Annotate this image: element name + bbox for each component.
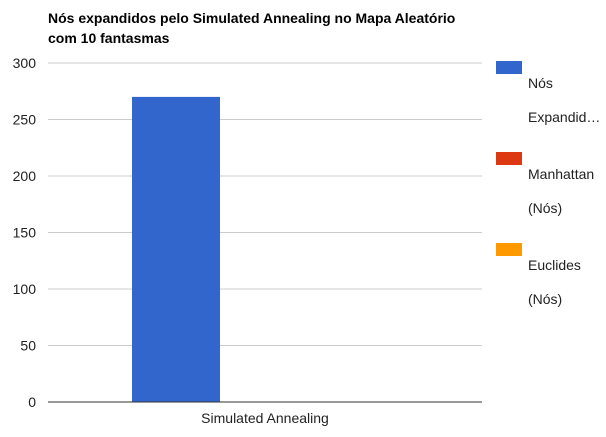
bar-0-0[interactable] [132, 96, 220, 403]
y-tick-label-250: 250 [13, 112, 37, 128]
y-tick-label-100: 100 [13, 281, 37, 297]
legend-swatch-nos-expandidos [496, 61, 522, 74]
y-tick-label-200: 200 [13, 168, 37, 184]
legend-label-nos-expandidos-line-2: Expandid… [528, 109, 601, 125]
legend-item-euclides[interactable]: Euclides (Nós) [496, 240, 604, 325]
legend: Nós Expandid… Manhattan (Nós) Euclides (… [496, 58, 604, 331]
x-tick-label-0: Simulated Annealing [201, 410, 329, 426]
y-tick-label-50: 50 [20, 338, 36, 354]
legend-item-manhattan[interactable]: Manhattan (Nós) [496, 149, 604, 234]
legend-label-nos-expandidos-line-1: Nós [528, 75, 553, 91]
y-tick-label-150: 150 [13, 225, 37, 241]
chart-title-line-1: Nós expandidos pelo Simulated Annealing … [48, 10, 456, 26]
legend-label-manhattan-line-1: Manhattan [528, 166, 595, 182]
legend-label-euclides-line-2: (Nós) [528, 291, 563, 307]
legend-label-euclides-line-1: Euclides [528, 257, 581, 273]
chart-title-line-2: com 10 fantasmas [48, 30, 170, 46]
chart-title: Nós expandidos pelo Simulated Annealing … [48, 8, 488, 48]
y-tick-label-0: 0 [28, 394, 36, 410]
legend-label-manhattan-line-2: (Nós) [528, 200, 563, 216]
legend-item-nos-expandidos[interactable]: Nós Expandid… [496, 58, 604, 143]
legend-swatch-manhattan [496, 152, 522, 165]
legend-swatch-euclides [496, 243, 522, 256]
y-tick-label-300: 300 [13, 55, 37, 71]
